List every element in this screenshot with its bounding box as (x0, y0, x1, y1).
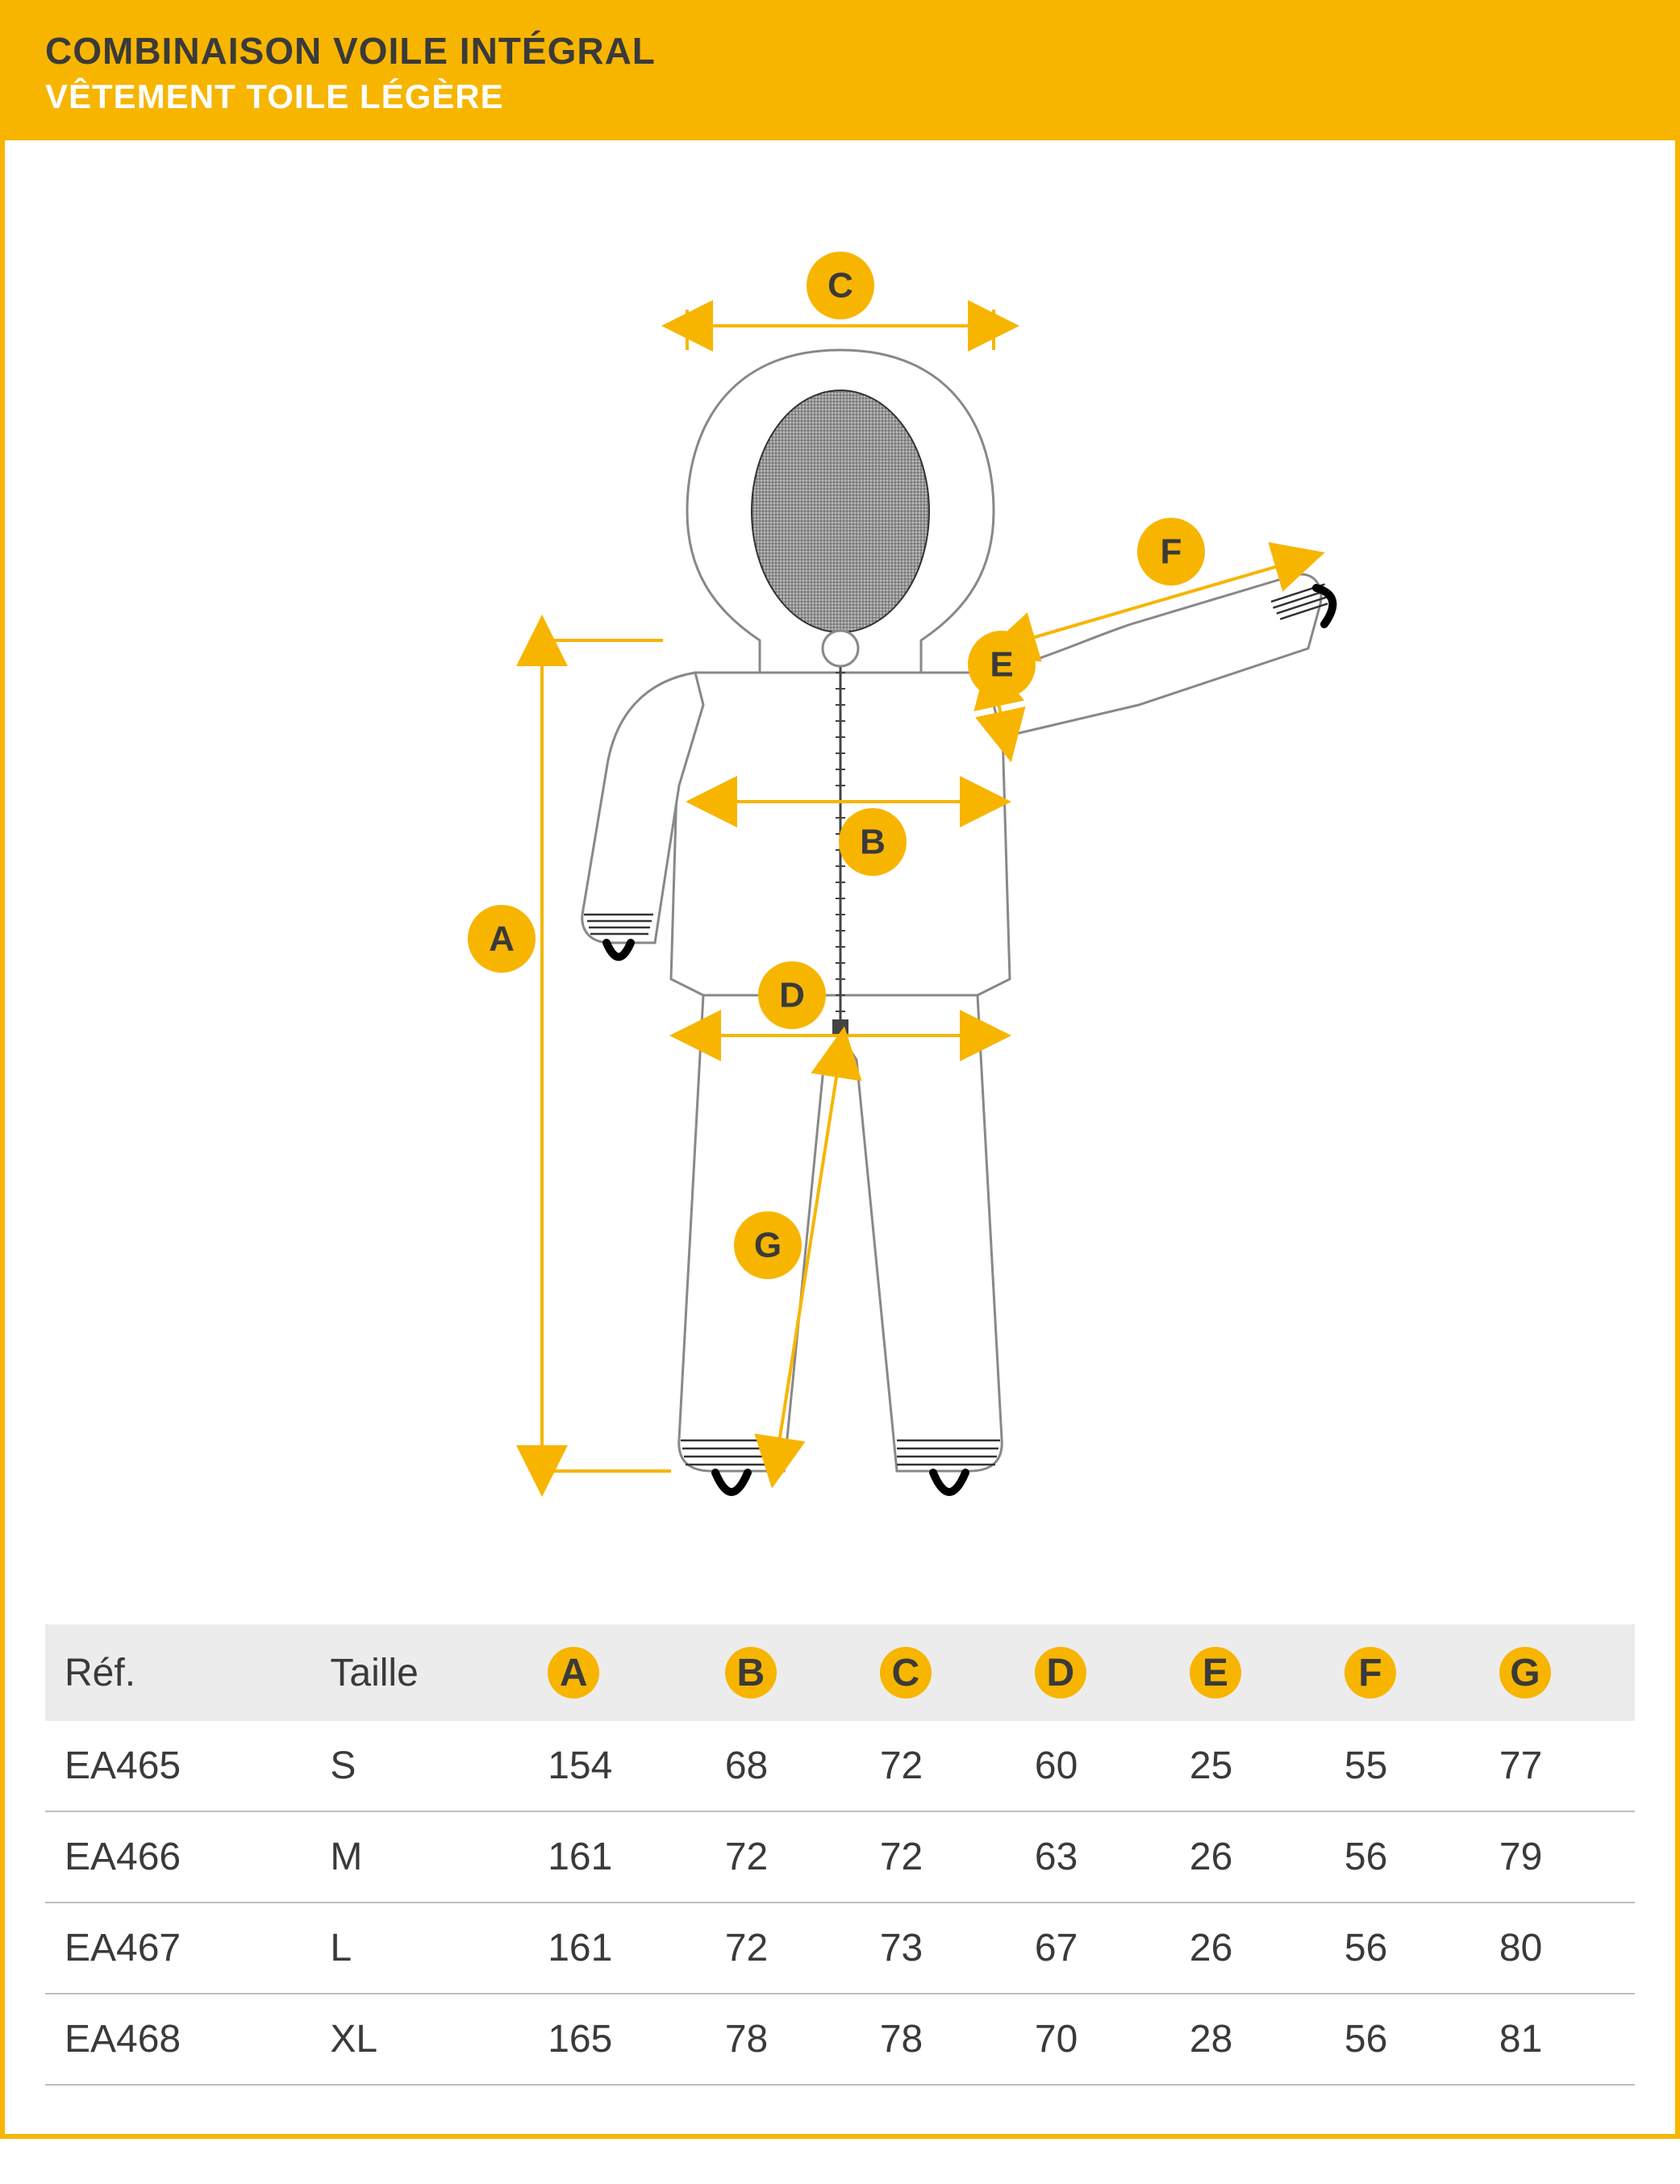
dim-badge: G (1499, 1647, 1551, 1698)
table-cell: 161 (528, 1903, 706, 1994)
dim-label-D: D (758, 961, 826, 1029)
dim-label-A: A (468, 905, 536, 973)
size-table: Réf.TailleABCDEFG EA465S154687260255577E… (45, 1624, 1635, 2086)
table-row: EA465S154687260255577 (45, 1721, 1635, 1811)
table-cell: 78 (861, 1994, 1015, 2085)
svg-text:D: D (779, 976, 805, 1015)
table-col-header: A (528, 1624, 706, 1721)
table-col-header: Taille (311, 1624, 528, 1721)
table-cell: S (311, 1721, 528, 1811)
table-cell: 56 (1325, 1811, 1480, 1903)
table-col-header: B (706, 1624, 861, 1721)
table-col-header: D (1015, 1624, 1170, 1721)
svg-text:C: C (827, 266, 853, 306)
table-cell: 63 (1015, 1811, 1170, 1903)
table-header: Réf.Taille A B C D E F G (45, 1624, 1635, 1721)
table-cell: 72 (706, 1903, 861, 1994)
dim-badge: C (880, 1647, 932, 1698)
table-cell: M (311, 1811, 528, 1903)
table-cell: 72 (861, 1721, 1015, 1811)
diagram-container: A B C D E (45, 189, 1635, 1560)
header: COMBINAISON VOILE INTÉGRAL VÊTEMENT TOIL… (5, 5, 1675, 140)
dim-label-B: B (839, 808, 907, 876)
table-cell: 165 (528, 1994, 706, 2085)
table-cell: 72 (861, 1811, 1015, 1903)
dim-label-E: E (968, 631, 1036, 698)
content: A B C D E (5, 140, 1675, 2134)
page-subtitle: VÊTEMENT TOILE LÉGÈRE (45, 77, 1635, 116)
table-cell: 81 (1480, 1994, 1635, 2085)
table-cell: 26 (1170, 1811, 1325, 1903)
dim-label-F: F (1137, 518, 1205, 586)
table-cell: L (311, 1903, 528, 1994)
svg-text:F: F (1160, 532, 1182, 572)
table-row: EA466M161727263265679 (45, 1811, 1635, 1903)
table-cell: EA465 (45, 1721, 311, 1811)
table-cell: 55 (1325, 1721, 1480, 1811)
dim-label-C: C (807, 252, 874, 319)
page-frame: COMBINAISON VOILE INTÉGRAL VÊTEMENT TOIL… (0, 0, 1680, 2139)
table-cell: 78 (706, 1994, 861, 2085)
table-cell: EA468 (45, 1994, 311, 2085)
dim-label-G: G (734, 1211, 802, 1279)
dim-badge: E (1190, 1647, 1241, 1698)
table-cell: 79 (1480, 1811, 1635, 1903)
svg-text:A: A (489, 919, 515, 959)
table-col-header: C (861, 1624, 1015, 1721)
dim-badge: D (1035, 1647, 1086, 1698)
table-cell: 68 (706, 1721, 861, 1811)
page-title: COMBINAISON VOILE INTÉGRAL (45, 29, 1635, 73)
table-cell: 73 (861, 1903, 1015, 1994)
table-cell: 70 (1015, 1994, 1170, 2085)
table-cell: 26 (1170, 1903, 1325, 1994)
table-cell: 60 (1015, 1721, 1170, 1811)
table-col-header: Réf. (45, 1624, 311, 1721)
table-cell: 72 (706, 1811, 861, 1903)
table-col-header: F (1325, 1624, 1480, 1721)
svg-text:B: B (860, 823, 886, 862)
table-cell: 67 (1015, 1903, 1170, 1994)
table-cell: 161 (528, 1811, 706, 1903)
svg-text:G: G (753, 1226, 781, 1265)
table-cell: 154 (528, 1721, 706, 1811)
table-cell: 80 (1480, 1903, 1635, 1994)
table-row: EA467L161727367265680 (45, 1903, 1635, 1994)
table-cell: XL (311, 1994, 528, 2085)
table-cell: EA466 (45, 1811, 311, 1903)
table-cell: 28 (1170, 1994, 1325, 2085)
table-col-header: G (1480, 1624, 1635, 1721)
dim-badge: A (548, 1647, 599, 1698)
table-col-header: E (1170, 1624, 1325, 1721)
table-row: EA468XL165787870285681 (45, 1994, 1635, 2085)
table-cell: 25 (1170, 1721, 1325, 1811)
suit-diagram: A B C D E (276, 189, 1405, 1560)
table-cell: 77 (1480, 1721, 1635, 1811)
table-cell: 56 (1325, 1994, 1480, 2085)
dim-badge: B (725, 1647, 777, 1698)
table-cell: EA467 (45, 1903, 311, 1994)
table-cell: 56 (1325, 1903, 1480, 1994)
svg-text:E: E (990, 645, 1013, 685)
dim-badge: F (1344, 1647, 1396, 1698)
